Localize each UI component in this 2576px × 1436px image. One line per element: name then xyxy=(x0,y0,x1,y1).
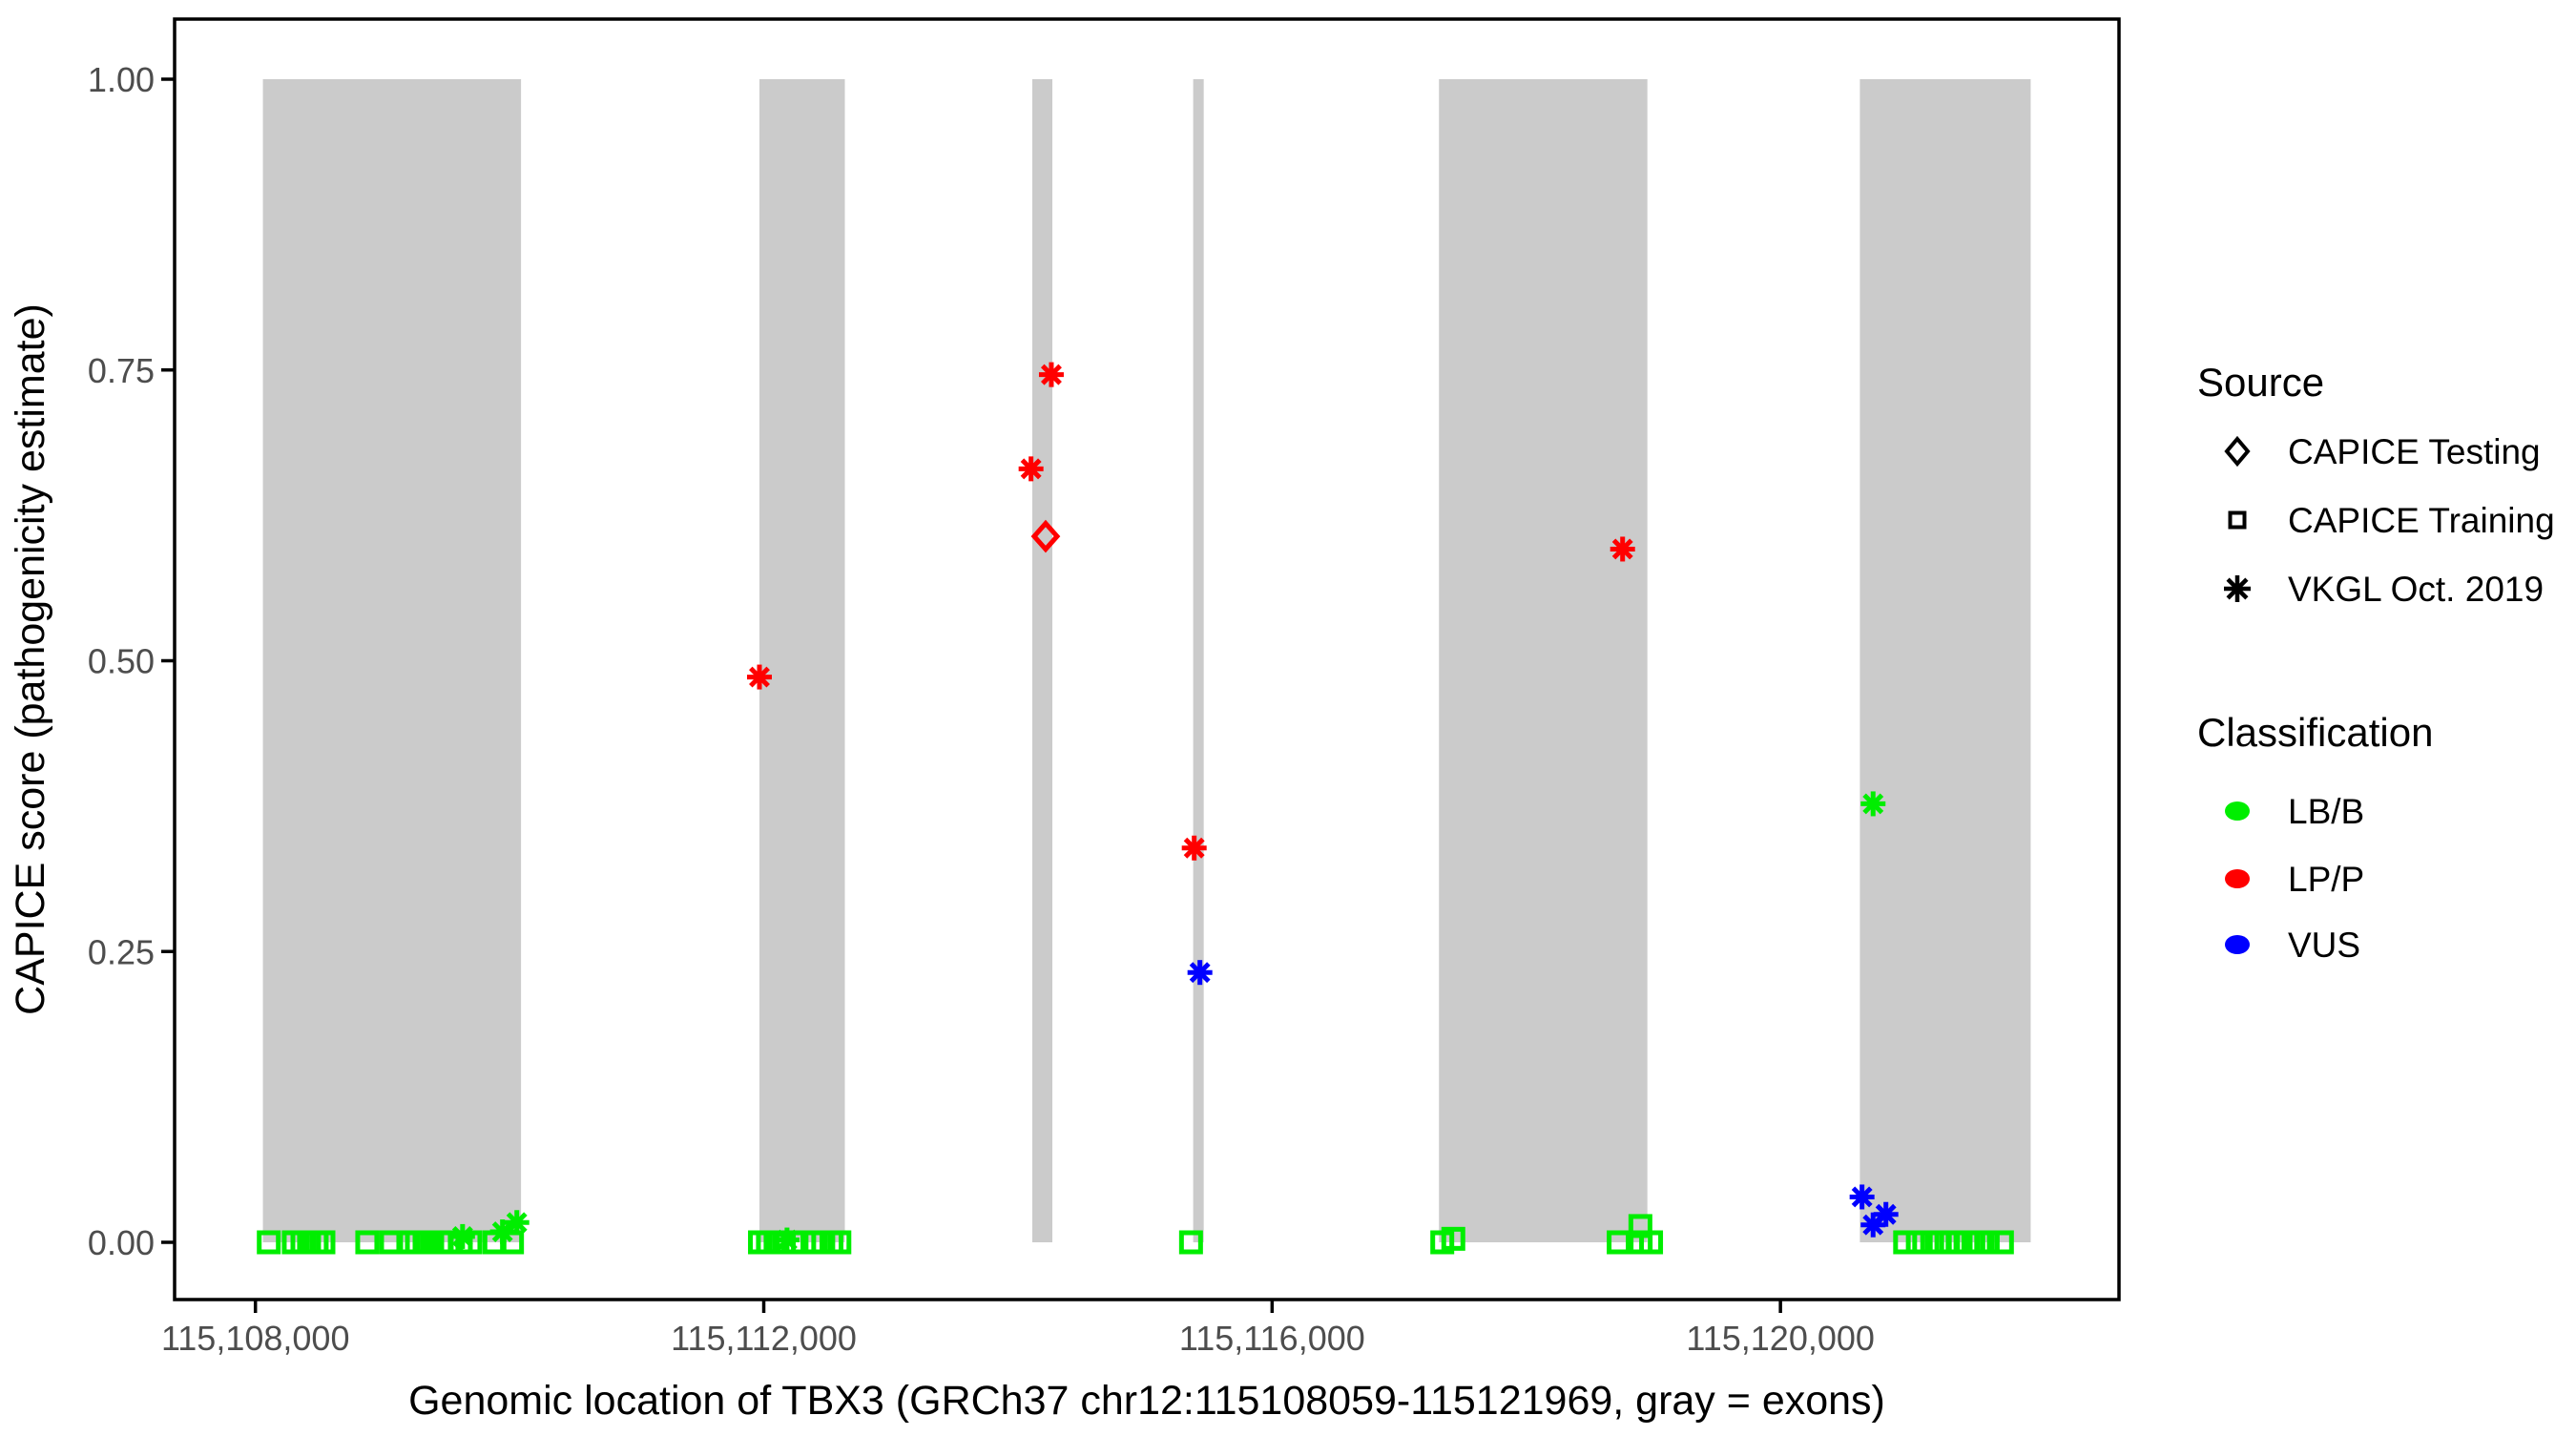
legend-classification-title: Classification xyxy=(2197,710,2433,755)
legend-classification-item-label: LB/B xyxy=(2288,792,2364,831)
legend-key-diamond-icon xyxy=(2224,435,2251,468)
exon-bar xyxy=(758,79,845,1242)
data-point-diamond xyxy=(1030,519,1061,553)
data-point-square xyxy=(1975,1230,2000,1255)
data-point-square xyxy=(311,1230,336,1255)
x-tick-label: 115,116,000 xyxy=(1179,1319,1365,1358)
axis-ticks: 0.00 0.25 0.50 0.75 1.00 115,108,000 115,112,0… xyxy=(88,60,1875,1358)
x-tick-label: 115,108,000 xyxy=(161,1319,350,1358)
data-point-asterisk xyxy=(1187,960,1213,986)
data-point-square xyxy=(1639,1230,1664,1255)
exon-bar xyxy=(1031,79,1053,1242)
data-point-asterisk xyxy=(1038,362,1064,387)
data-point-asterisk xyxy=(746,664,772,690)
data-point-asterisk xyxy=(449,1223,475,1249)
data-point-square xyxy=(257,1230,281,1255)
legend-source-item-label: CAPICE Testing xyxy=(2288,432,2541,471)
legend-classification-item-label: LP/P xyxy=(2288,860,2364,899)
legend-key-dot-icon xyxy=(2225,935,2250,954)
exon-layer xyxy=(262,79,2031,1242)
y-tick-label: 1.00 xyxy=(88,60,155,99)
data-point-asterisk xyxy=(1181,835,1207,861)
y-tick-label: 0.75 xyxy=(88,351,155,390)
data-point-asterisk xyxy=(504,1210,530,1236)
data-point-asterisk xyxy=(774,1227,800,1253)
data-point-asterisk xyxy=(1860,1212,1886,1238)
y-tick-label: 0.50 xyxy=(88,642,155,681)
data-point-square xyxy=(1178,1230,1203,1255)
exon-bar xyxy=(1859,79,2031,1242)
legend-key-asterisk-icon xyxy=(2224,575,2251,602)
data-point-asterisk xyxy=(1610,536,1635,562)
exon-bar xyxy=(1439,79,1648,1242)
data-point-square xyxy=(355,1230,380,1255)
legend: Source CAPICE Testing CAPICE Training VKGL … xyxy=(2197,360,2555,965)
data-point-asterisk xyxy=(1018,456,1044,482)
x-tick-label: 115,112,000 xyxy=(671,1319,857,1358)
y-tick-label: 0.00 xyxy=(88,1223,155,1262)
data-point-square xyxy=(1893,1230,1918,1255)
legend-key-square-icon xyxy=(2228,510,2247,530)
data-point-asterisk xyxy=(1873,1201,1899,1227)
data-point-asterisk xyxy=(1860,791,1886,817)
x-axis-title: Genomic location of TBX3 (GRCh37 chr12:1… xyxy=(408,1378,1885,1424)
data-point-square xyxy=(827,1230,852,1255)
exon-bar xyxy=(262,79,522,1242)
legend-source-item-label: CAPICE Training xyxy=(2288,501,2555,540)
legend-source-title: Source xyxy=(2197,360,2324,405)
exon-bar xyxy=(1193,79,1204,1242)
data-point-square xyxy=(1989,1230,2014,1255)
y-axis-title: CAPICE score (pathogenicity estimate) xyxy=(8,303,53,1015)
legend-classification-item-label: VUS xyxy=(2288,926,2360,965)
data-point-square xyxy=(1607,1230,1631,1255)
y-tick-label: 0.25 xyxy=(88,932,155,971)
x-tick-label: 115,120,000 xyxy=(1686,1319,1875,1358)
legend-source-item-label: VKGL Oct. 2019 xyxy=(2288,570,2544,609)
data-point-square xyxy=(1441,1226,1465,1251)
data-point-square xyxy=(1905,1230,1930,1255)
legend-key-dot-icon xyxy=(2225,869,2250,888)
data-point-asterisk xyxy=(1849,1184,1875,1210)
data-points-layer xyxy=(257,362,2014,1255)
legend-key-dot-icon xyxy=(2225,801,2250,821)
